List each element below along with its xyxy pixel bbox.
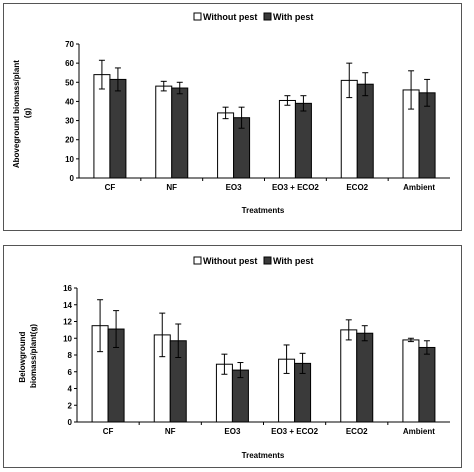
legend-label-with-pest: With pest — [273, 12, 313, 22]
chart-panel-belowground: Without pest With pest Belowground bioma… — [0, 236, 474, 472]
y-axis-title: Belowground biomass/plant(g) — [18, 324, 38, 388]
bar-with-pest-ambient — [418, 346, 436, 423]
plot-area: 0 2 4 6 8 10 12 14 16 CF NF EO3 EO3 + ECO2 ECO2 Ambien… — [63, 284, 450, 436]
y-axis-title: Aboveground biomass/plant (g) — [12, 58, 32, 168]
x-tick-label-eco2: ECO2 — [346, 427, 368, 436]
y-axis-title-line2: (g) — [23, 108, 32, 119]
legend-label-without-pest: Without pest — [203, 12, 257, 22]
y-tick-label: 0 — [68, 418, 73, 427]
y-tick-label: 4 — [68, 385, 73, 394]
x-tick-label-eco2: ECO2 — [346, 183, 368, 192]
x-tick-label-ambient: Ambient — [403, 183, 435, 192]
legend-swatch-without-pest — [193, 256, 202, 265]
x-tick-label-cf: CF — [105, 183, 116, 192]
bar-without-pest-nf — [155, 85, 173, 179]
bar-without-pest-eco2 — [340, 329, 358, 423]
chart-panel-aboveground: Without pest With pest Aboveground bioma… — [3, 3, 462, 231]
bar-without-pest-cf — [93, 74, 111, 179]
legend-swatch-with-pest — [263, 12, 272, 21]
y-tick-label: 14 — [63, 301, 72, 310]
y-tick-label: 8 — [68, 351, 73, 360]
chart-frame — [3, 3, 462, 231]
legend-swatch-without-pest — [193, 12, 202, 21]
y-tick-label: 40 — [65, 97, 74, 106]
y-tick-label: 60 — [65, 59, 74, 68]
y-tick-label: 0 — [70, 174, 75, 183]
legend-label-without-pest: Without pest — [203, 256, 257, 266]
y-tick-label: 30 — [65, 117, 74, 126]
y-tick-label: 6 — [68, 368, 73, 377]
y-axis-title-line1: Belowground — [18, 331, 27, 382]
y-tick-label: 50 — [65, 78, 74, 87]
y-axis-title-line2: biomass/plant(g) — [29, 324, 38, 388]
x-tick-label-eo3: EO3 — [226, 183, 243, 192]
y-axis-title-line1: Aboveground biomass/plant — [12, 60, 21, 168]
chart-frame — [3, 245, 462, 468]
bar-without-pest-eo3-eco2 — [278, 99, 296, 179]
bar-with-pest-nf — [171, 87, 189, 179]
chart-svg-aboveground: Without pest With pest Aboveground bioma… — [3, 3, 462, 231]
legend: Without pest With pest — [193, 256, 313, 266]
bar-without-pest-ambient — [402, 339, 420, 423]
plot-area: 0 10 20 30 40 50 60 70 CF NF EO3 EO3 + ECO2 ECO2 Ambi… — [65, 40, 450, 192]
y-tick-label: 16 — [63, 284, 72, 293]
y-tick-label: 10 — [65, 155, 74, 164]
y-tick-label: 10 — [63, 334, 72, 343]
x-tick-label-cf: CF — [103, 427, 114, 436]
x-axis-title: Treatments — [242, 206, 285, 215]
bar-with-pest-eo3-eco2 — [294, 102, 312, 179]
x-tick-label-eo3: EO3 — [224, 427, 241, 436]
y-tick-label: 20 — [65, 136, 74, 145]
bar-with-pest-eco2 — [356, 83, 374, 179]
legend-label-with-pest: With pest — [273, 256, 313, 266]
chart-svg-belowground: Without pest With pest Belowground bioma… — [3, 245, 462, 468]
x-tick-label-nf: NF — [165, 427, 176, 436]
y-tick-label: 12 — [63, 318, 72, 327]
x-axis-title: Treatments — [242, 451, 285, 460]
legend-swatch-with-pest — [263, 256, 272, 265]
y-tick-label: 2 — [68, 401, 73, 410]
x-tick-label-ambient: Ambient — [403, 427, 435, 436]
legend: Without pest With pest — [193, 12, 313, 22]
bar-without-pest-eo3 — [217, 112, 235, 179]
x-tick-label-nf: NF — [166, 183, 177, 192]
bar-with-pest-cf — [109, 78, 127, 179]
x-tick-label-eo3-eco2: EO3 + ECO2 — [272, 183, 319, 192]
bar-with-pest-eco2 — [356, 332, 374, 423]
y-tick-label: 70 — [65, 40, 74, 49]
x-tick-label-eo3-eco2: EO3 + ECO2 — [271, 427, 318, 436]
